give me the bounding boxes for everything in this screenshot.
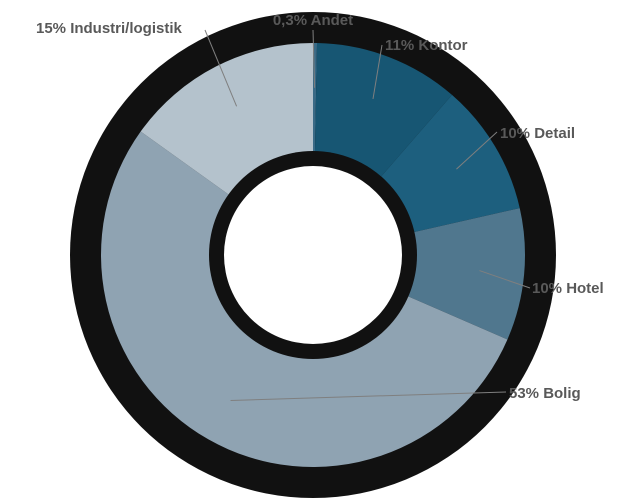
slice-detail [378, 94, 520, 233]
leader-line-detail [456, 131, 498, 170]
label-hotel: 10% Hotel [532, 280, 604, 297]
donut-hole [224, 166, 402, 344]
leader-line-kontor [372, 44, 383, 100]
leader-line-andet [312, 29, 316, 88]
slice-kontor [314, 43, 452, 180]
leader-line-hotel [479, 270, 531, 289]
slice-industri-logistik [140, 42, 313, 197]
slice-hotel [404, 208, 525, 340]
label-industri-logistik: 15% Industri/logistik [36, 20, 183, 37]
leader-line-industri-logistik [204, 29, 238, 107]
leader-line-bolig [230, 391, 507, 401]
label-detail: 10% Detail [500, 125, 575, 142]
label-bolig: 53% Bolig [509, 385, 581, 402]
slice-bolig [101, 131, 508, 467]
label-andet: 0,3% Andet [273, 12, 353, 29]
label-kontor: 11% Kontor [385, 37, 468, 54]
